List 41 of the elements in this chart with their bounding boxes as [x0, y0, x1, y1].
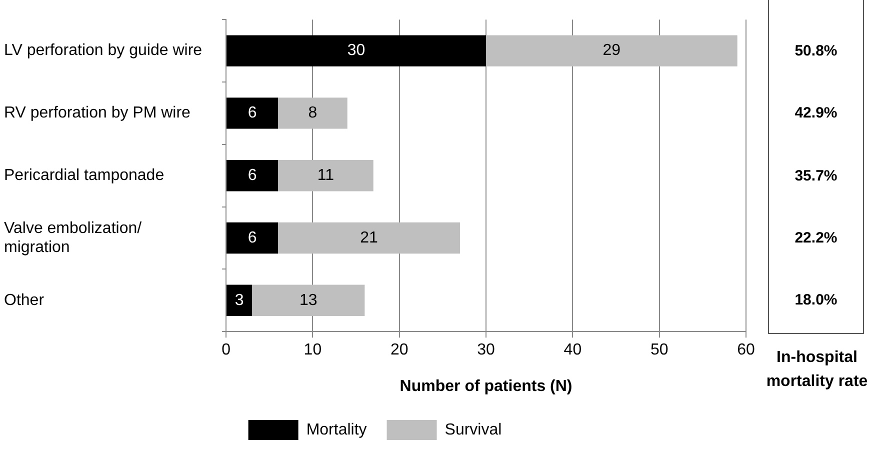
- bar: [252, 284, 365, 316]
- text: 22.2%: [794, 230, 838, 246]
- x-tick-label: 10: [304, 342, 322, 359]
- y-tick-label: Other: [4, 292, 45, 309]
- text: 18.0%: [794, 292, 838, 309]
- data-label: 6: [248, 167, 257, 184]
- bar: [278, 222, 460, 254]
- y-tick-label: Valve embolization/ migration: [4, 220, 142, 256]
- data-label: 21: [360, 229, 378, 246]
- data-label: 6: [248, 104, 257, 122]
- text: In-hospital mortality rate: [766, 348, 868, 390]
- x-tick-label: 60: [737, 342, 755, 359]
- x-tick-label: 0: [222, 342, 231, 359]
- bar: [226, 35, 486, 66]
- bar: [226, 284, 252, 316]
- data-label: 30: [347, 42, 366, 60]
- legend-label: Mortality: [306, 421, 367, 438]
- bar: [226, 160, 278, 192]
- x-tick-label: 20: [390, 342, 408, 359]
- bar: [278, 160, 374, 192]
- y-tick-label: LV perforation by guide wire: [4, 42, 202, 60]
- data-label: 6: [248, 229, 257, 246]
- bar: [226, 98, 278, 129]
- text: 50.8%: [794, 42, 838, 60]
- x-tick-label: 40: [564, 342, 582, 359]
- bar: [278, 98, 348, 129]
- bar: [486, 35, 738, 66]
- x-axis-title: Number of patients (N): [400, 378, 572, 395]
- bar: [226, 222, 278, 254]
- x-tick-label: 30: [477, 342, 496, 359]
- data-label: 8: [308, 104, 318, 122]
- data-label: 3: [234, 292, 244, 309]
- x-tick-label: 50: [650, 342, 668, 359]
- data-label: 11: [317, 167, 334, 184]
- y-tick-label: RV perforation by PM wire: [4, 104, 191, 122]
- legend-label: Survival: [444, 421, 502, 438]
- data-label: 13: [299, 292, 318, 309]
- text: 42.9%: [794, 104, 838, 122]
- y-tick-label: Pericardial tamponade: [4, 167, 164, 184]
- text: 35.7%: [794, 167, 838, 184]
- data-label: 29: [602, 42, 621, 60]
